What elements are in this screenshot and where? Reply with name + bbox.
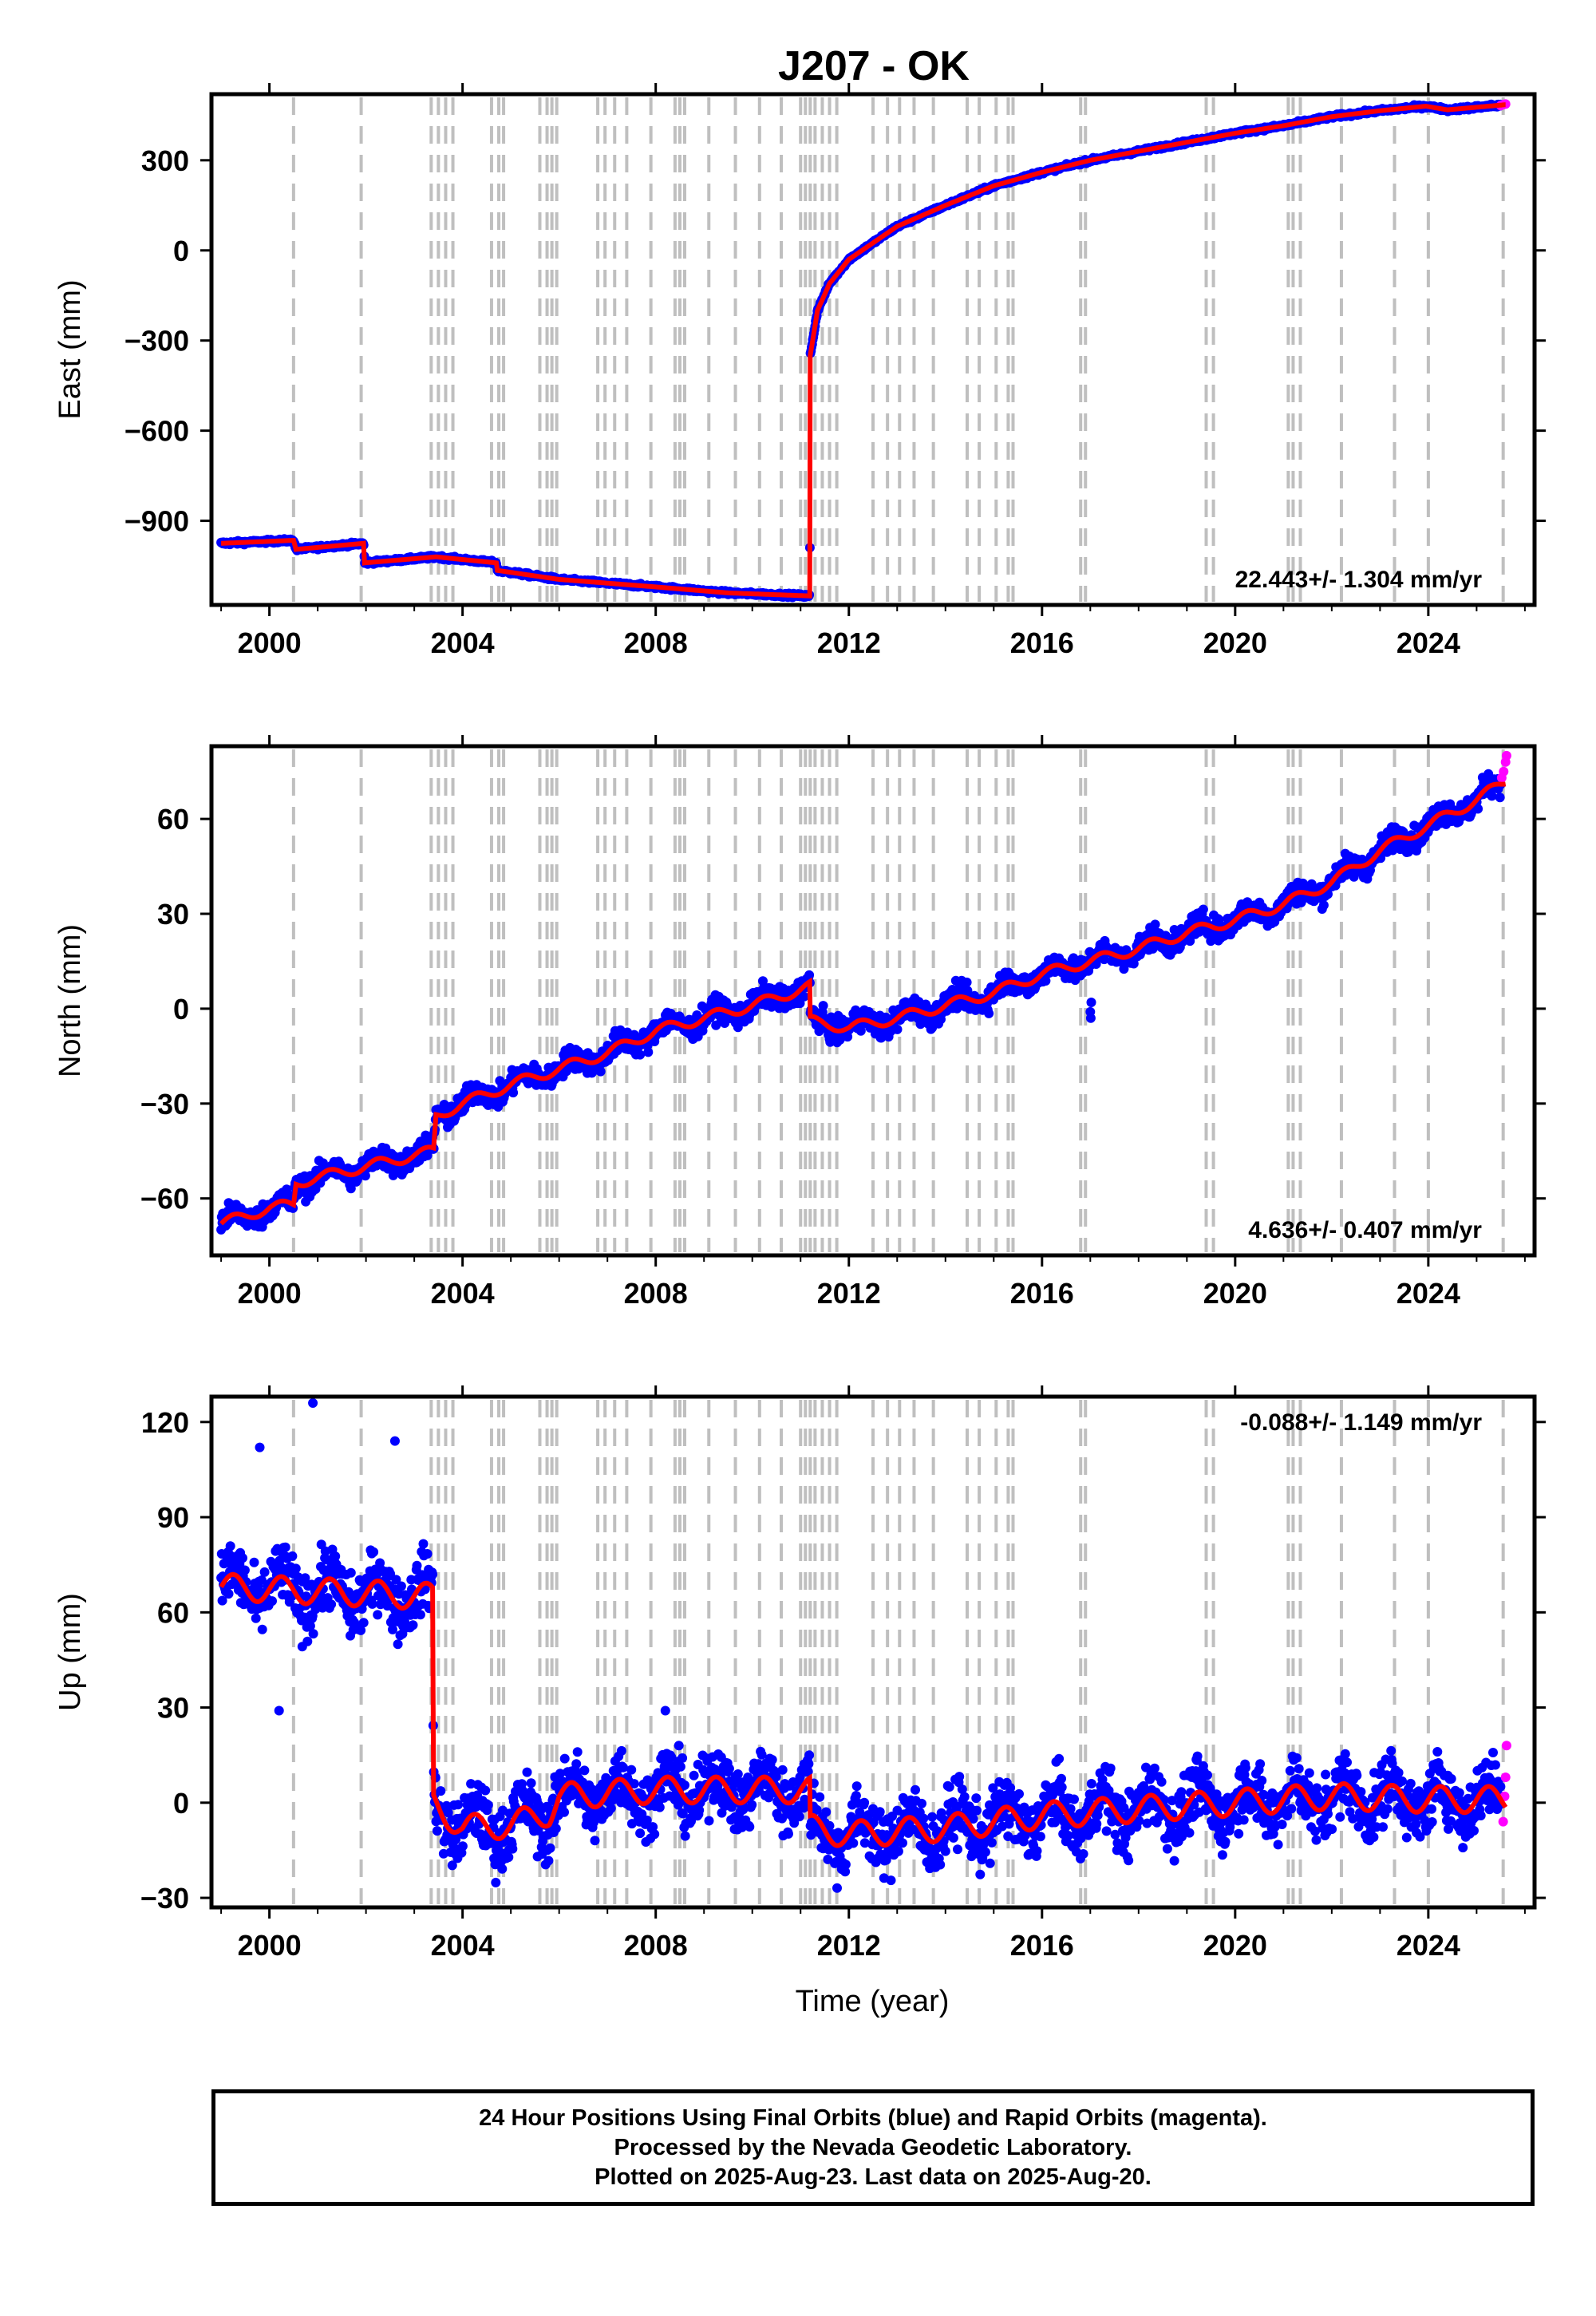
data-point — [290, 1563, 301, 1574]
model-fit-line — [219, 781, 1507, 1226]
x-tick-label: 2008 — [624, 1277, 688, 1310]
north-axis-label: North (mm) — [53, 924, 87, 1077]
data-point — [369, 1547, 379, 1557]
x-tick-label: 2024 — [1396, 626, 1460, 659]
x-tick-label: 2004 — [431, 1277, 495, 1310]
data-point — [984, 1008, 994, 1018]
y-tick-label: −600 — [124, 415, 189, 448]
data-point — [280, 1542, 290, 1552]
data-point — [249, 1557, 259, 1567]
east-panel: 2000 2004 2008 2012 2016 2020 2024 −900 −600 −300… — [53, 83, 1546, 659]
data-point — [892, 1024, 903, 1034]
rate-label: 4.636+/- 0.407 mm/yr — [1248, 1217, 1482, 1243]
rate-label: 22.443+/- 1.304 mm/yr — [1235, 567, 1483, 593]
y-tick-label: 300 — [141, 144, 189, 177]
x-tick-label: 2012 — [817, 626, 881, 659]
data-point — [238, 1553, 247, 1563]
y-tick-label: −30 — [140, 1088, 189, 1120]
data-point — [1198, 904, 1208, 915]
y-tick-label: −900 — [124, 505, 189, 538]
y-tick-label: 30 — [157, 898, 189, 931]
y-tick-label: −60 — [140, 1183, 189, 1215]
data-point — [1495, 792, 1505, 803]
data-point — [239, 1565, 250, 1575]
x-tick-label: 2000 — [238, 1277, 302, 1310]
rapid-orbit-point — [1499, 766, 1509, 777]
data-point — [358, 1618, 369, 1628]
x-tick-label: 2016 — [1010, 626, 1074, 659]
data-point — [267, 1596, 277, 1607]
data-point — [330, 1551, 341, 1561]
east-data-points — [216, 99, 1511, 603]
x-tick-label: 2008 — [624, 626, 688, 659]
y-tick-label: −300 — [124, 325, 189, 358]
data-point — [818, 1001, 828, 1011]
data-point — [346, 1567, 356, 1578]
data-point — [1318, 900, 1329, 911]
data-point — [251, 1613, 261, 1623]
data-point — [635, 1049, 646, 1060]
x-tick-label: 2004 — [431, 626, 495, 659]
north-data-points — [216, 750, 1511, 1235]
data-point — [367, 1599, 377, 1609]
data-point — [223, 1589, 234, 1599]
x-tick-label: 2016 — [1010, 1277, 1074, 1310]
data-point — [326, 1599, 337, 1610]
data-point — [308, 1629, 318, 1639]
y-tick-label: 0 — [173, 235, 189, 267]
model-fit-line — [221, 102, 1506, 599]
data-point — [287, 1551, 298, 1561]
outlier-point — [1086, 997, 1096, 1007]
data-point — [259, 1567, 270, 1577]
y-tick-label: 60 — [157, 803, 189, 836]
outlier-point — [1085, 1013, 1096, 1023]
data-point — [799, 991, 809, 1002]
data-point — [373, 1610, 383, 1620]
y-tick-label: 0 — [173, 993, 189, 1026]
x-tick-label: 2024 — [1396, 1277, 1460, 1310]
x-tick-label: 2012 — [817, 1277, 881, 1310]
data-point — [962, 977, 972, 987]
data-point — [508, 1088, 519, 1098]
chart-title: J207 - OK — [778, 43, 970, 89]
data-point — [643, 1047, 654, 1057]
x-tick-label: 2000 — [238, 626, 302, 659]
x-tick-label: 2020 — [1203, 626, 1267, 659]
data-point — [1487, 791, 1497, 801]
east-axis-label: East (mm) — [53, 279, 87, 419]
up-panel: 2000 2004 2008 2012 2016 2020 2024−30030609012… — [53, 1385, 1546, 1962]
data-point — [225, 1541, 235, 1551]
rapid-orbit-point — [1501, 750, 1511, 761]
north-panel: 2000 2004 2008 2012 2016 2020 2024 −60 −30 0 30 60 N… — [53, 735, 1546, 1310]
data-point — [257, 1624, 267, 1634]
data-point — [302, 1636, 313, 1646]
up-data-points — [216, 1397, 1511, 1893]
x-tick-label: 2020 — [1203, 1277, 1267, 1310]
